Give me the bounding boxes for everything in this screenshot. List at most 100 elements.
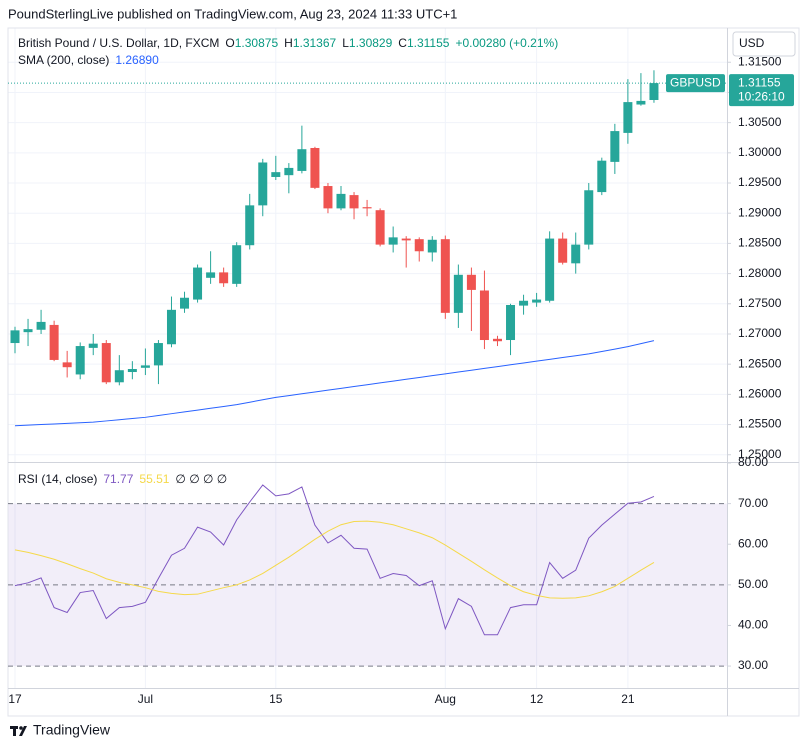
y-tick-label: 1.26000 — [738, 387, 782, 401]
frame — [7, 27, 800, 717]
y-tick-label: 60.00 — [738, 536, 768, 550]
currency[interactable]: USD — [739, 36, 765, 50]
y-tick-label: 1.25000 — [738, 447, 782, 461]
candle-body — [88, 343, 98, 348]
ohlc-value: 1.30829 — [348, 36, 393, 50]
x-tick-label: 15 — [269, 692, 283, 706]
candle-body — [166, 309, 176, 345]
brand: TradingView — [33, 722, 111, 738]
change: +0.00280 (+0.21%) — [455, 36, 559, 50]
ohlc-key: H — [284, 36, 293, 50]
brand-logo — [10, 726, 27, 736]
rsi-legend: RSI (14, close) 71.77 55.51 ∅ ∅ ∅ ∅ — [18, 472, 227, 486]
y-tick-label: 1.27000 — [738, 326, 782, 340]
candle-body — [75, 346, 85, 375]
candle-body — [532, 299, 542, 303]
y-tick-label: 1.29000 — [738, 205, 782, 219]
candle-body — [219, 272, 229, 284]
y-tick-label: 1.29500 — [738, 175, 782, 189]
sma-line — [14, 340, 655, 427]
candle-body — [610, 131, 620, 162]
candle-body — [310, 147, 320, 188]
candle-body — [349, 195, 359, 209]
price-tag-countdown: 10:26:10 — [738, 89, 785, 103]
candle-body — [297, 149, 307, 171]
ohlc: H1.31367 — [284, 36, 336, 50]
candle-body — [362, 207, 372, 209]
y-tick-label: 1.30500 — [738, 115, 782, 129]
na-markers: ∅ ∅ ∅ ∅ — [175, 472, 228, 486]
candle-body — [245, 205, 255, 246]
ohlc-value: 1.30875 — [234, 36, 279, 50]
candle-body — [336, 193, 346, 209]
candle-body — [36, 321, 46, 330]
sma-value: 1.26890 — [115, 53, 159, 67]
rsi-title: RSI (14, close) — [18, 472, 98, 486]
y-tick-label: 50.00 — [738, 577, 768, 591]
y-tick-label: 1.28000 — [738, 266, 782, 280]
y-tick-label: 30.00 — [738, 658, 768, 672]
ohlc: L1.30829 — [342, 36, 392, 50]
y-tick-label: 1.26500 — [738, 356, 782, 370]
y-tick-label: 1.28500 — [738, 236, 782, 250]
price-tag — [729, 74, 794, 107]
currency-button[interactable] — [732, 31, 796, 57]
x-tick-label: Aug — [435, 692, 456, 706]
price-legend: British Pound / U.S. Dollar, 1D, FXCM O1… — [18, 36, 558, 50]
grid-layer — [8, 28, 727, 688]
candle-body — [492, 338, 502, 342]
candle-body — [206, 272, 216, 278]
y-tick-label: 1.27500 — [738, 296, 782, 310]
candle-body — [427, 239, 437, 253]
candle-body — [571, 244, 581, 264]
candle-body — [597, 160, 607, 193]
y-tick-label: 40.00 — [738, 618, 768, 632]
y-tick-label: 1.30000 — [738, 145, 782, 159]
x-tick-label: 21 — [621, 692, 635, 706]
candle-body — [388, 237, 398, 245]
candle-body — [153, 343, 163, 366]
rsi-ma-value: 55.51 — [139, 472, 170, 486]
y-tick-label: 70.00 — [738, 496, 768, 510]
candle-body — [440, 239, 450, 313]
ohlc-key: C — [398, 36, 407, 50]
symbol-tag — [666, 74, 725, 93]
candle-body — [10, 330, 20, 344]
candle-body — [414, 239, 424, 252]
candle-body — [101, 343, 111, 383]
candle-body — [258, 162, 268, 206]
rsi-value: 71.77 — [103, 472, 134, 486]
candle-body — [636, 100, 646, 105]
y-tick-label: 1.25500 — [738, 417, 782, 431]
rsi-line — [14, 484, 655, 636]
y-tick-label: 1.31500 — [738, 54, 782, 68]
candle-body — [558, 238, 568, 263]
x-tick-label: 17 — [8, 692, 22, 706]
candle-body — [193, 267, 203, 300]
candle-body — [114, 370, 124, 383]
symbol-title: British Pound / U.S. Dollar, 1D, FXCM — [18, 36, 220, 50]
candle-body — [466, 274, 476, 290]
x-tick-label: Jul — [138, 692, 153, 706]
ohlc-value: 1.31155 — [406, 36, 450, 50]
candle-body — [401, 238, 411, 241]
candle-body — [284, 167, 294, 176]
candle-body — [453, 274, 463, 313]
ohlc: C1.31155 — [398, 36, 449, 50]
sma-legend: SMA (200, close) 1.26890 — [18, 53, 159, 67]
candle-body — [479, 290, 489, 341]
candle-body — [49, 324, 59, 360]
candle-body — [506, 304, 516, 341]
rsi-band — [8, 503, 727, 667]
candle-body — [375, 210, 385, 245]
candle-body — [545, 238, 555, 301]
sma-title: SMA (200, close) — [18, 53, 110, 67]
ohlc-value: 1.31367 — [292, 36, 337, 50]
price-tag-value: 1.31155 — [738, 75, 781, 89]
candle-body — [62, 362, 72, 368]
ohlc-key: L — [342, 36, 349, 50]
attribution: PoundSterlingLive published on TradingVi… — [8, 6, 457, 21]
ohlc-key: O — [225, 36, 235, 50]
